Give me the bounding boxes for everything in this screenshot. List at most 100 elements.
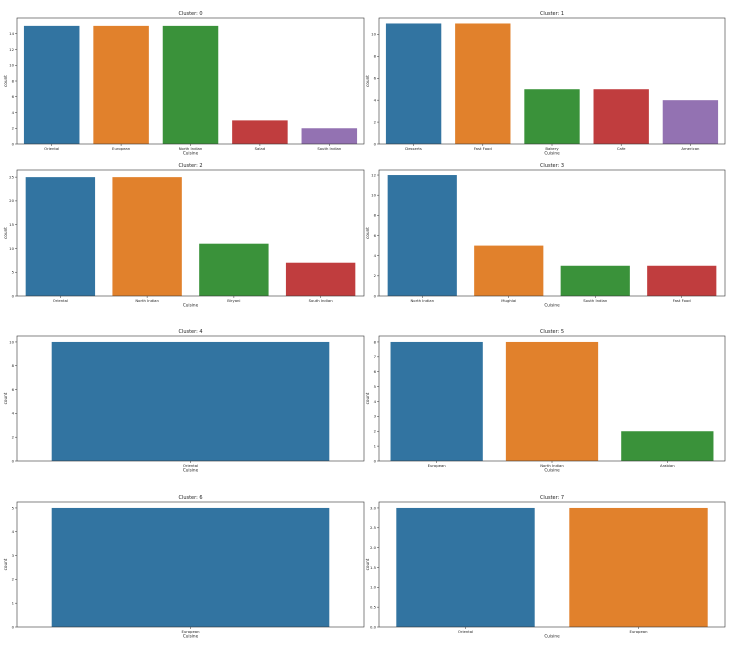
x-axis-label: Cuisine <box>544 303 560 308</box>
bar-south-indian <box>560 265 630 296</box>
x-tick-label: North Indian <box>179 146 203 151</box>
y-tick-label: 2.5 <box>370 525 377 530</box>
x-tick-label: American <box>681 146 700 151</box>
y-tick-label: 6 <box>374 233 377 238</box>
x-tick-label: Desserts <box>405 146 422 151</box>
bar-north-indian <box>162 25 219 144</box>
axes-frame <box>378 501 726 628</box>
y-tick-label: 2 <box>374 273 377 278</box>
bar-mughlai <box>474 245 544 296</box>
y-tick-label: 1.5 <box>370 565 377 570</box>
x-axis-label: Cuisine <box>183 634 199 639</box>
y-tick-label: 8 <box>12 363 15 368</box>
y-tick-label: 15 <box>9 222 14 227</box>
bar-fast-food <box>455 23 511 145</box>
y-tick-label: 4 <box>12 529 15 534</box>
chart-title: Cluster: 7 <box>540 495 564 501</box>
y-tick-label: 3.0 <box>370 505 377 510</box>
bar-european <box>390 341 483 461</box>
bar-north-indian <box>505 341 599 461</box>
y-tick-label: 2 <box>12 434 15 439</box>
x-axis-label: Cuisine <box>183 303 199 308</box>
y-axis-label: count <box>365 227 370 239</box>
x-tick-label: Oriental <box>458 629 473 634</box>
x-tick-label: South Indian <box>317 146 342 151</box>
y-tick-label: 0 <box>12 624 15 629</box>
y-tick-label: 6 <box>374 76 377 81</box>
bar-oriental <box>25 177 96 296</box>
y-axis-label: count <box>3 75 8 87</box>
y-tick-label: 0 <box>12 141 15 146</box>
x-axis-label: Cuisine <box>183 151 199 156</box>
y-tick-label: 3 <box>374 414 377 419</box>
x-tick-label: Bakery <box>545 146 559 151</box>
y-tick-label: 8 <box>374 54 377 59</box>
y-tick-label: 4 <box>12 411 15 416</box>
bar-european <box>51 507 330 627</box>
y-tick-label: 6 <box>374 369 377 374</box>
x-tick-label: North Indian <box>135 298 159 303</box>
chart-title: Cluster: 6 <box>178 495 202 501</box>
x-tick-label: European <box>181 629 200 634</box>
x-tick-label: Fast Food <box>673 298 692 303</box>
y-tick-label: 5 <box>12 270 15 275</box>
x-tick-label: Oriental <box>183 463 198 468</box>
y-tick-label: 4 <box>374 97 377 102</box>
y-tick-label: 10 <box>371 32 376 37</box>
y-axis-label: count <box>3 558 8 570</box>
bar-south-indian <box>301 128 358 144</box>
chart-title: Cluster: 0 <box>178 11 202 17</box>
y-tick-label: 0 <box>12 458 15 463</box>
chart-cluster-5: Cluster: 5 0 1 2 3 4 5 6 7 8 European North Indian A… <box>365 329 726 473</box>
chart-title: Cluster: 2 <box>178 163 202 169</box>
y-tick-label: 25 <box>9 174 14 179</box>
x-axis-label: Cuisine <box>544 634 560 639</box>
y-tick-label: 12 <box>9 47 14 52</box>
y-tick-label: 10 <box>371 193 376 198</box>
x-tick-label: Salad <box>255 146 266 151</box>
y-tick-label: 1 <box>12 600 15 605</box>
x-tick-label: Arabian <box>660 463 675 468</box>
y-tick-label: 0 <box>374 458 377 463</box>
y-tick-label: 10 <box>9 246 14 251</box>
bar-north-indian <box>112 177 182 296</box>
y-axis-label: count <box>365 558 370 570</box>
y-tick-label: 4 <box>12 110 15 115</box>
bar-salad <box>232 120 288 144</box>
y-tick-label: 5 <box>12 505 15 510</box>
chart-cluster-7: Cluster: 7 0.0 0.5 1.0 1.5 2.0 2.5 3.0 Oriental E… <box>365 495 726 639</box>
y-tick-label: 5 <box>374 384 377 389</box>
chart-title: Cluster: 3 <box>540 163 564 169</box>
bar-european <box>93 25 149 144</box>
y-tick-label: 1 <box>374 443 377 448</box>
x-tick-label: European <box>428 463 447 468</box>
y-tick-label: 2 <box>12 577 15 582</box>
y-axis-label: count <box>3 227 8 239</box>
y-axis-label: count <box>3 392 8 404</box>
x-axis-label: Cuisine <box>544 468 560 473</box>
y-tick-label: 8 <box>374 213 377 218</box>
y-tick-label: 0 <box>12 293 15 298</box>
axes-frame <box>378 169 726 297</box>
y-tick-label: 14 <box>9 31 14 36</box>
chart-cluster-1: Cluster: 1 0 2 4 6 8 10 Desserts Fast Food Bakery… <box>365 11 726 156</box>
y-tick-label: 2.0 <box>370 545 377 550</box>
y-tick-label: 1.0 <box>370 585 377 590</box>
x-axis-label: Cuisine <box>544 151 560 156</box>
bar-bakery <box>524 89 580 144</box>
chart-cluster-2: Cluster: 2 0 5 10 15 20 25 Oriental North Indian… <box>3 163 365 308</box>
y-tick-label: 0 <box>374 293 377 298</box>
y-tick-label: 2 <box>374 119 377 124</box>
y-tick-label: 12 <box>371 172 376 177</box>
y-axis-label: count <box>365 392 370 404</box>
bar-biryani <box>199 243 269 296</box>
chart-cluster-3: Cluster: 3 0 2 4 6 8 10 12 North Indian Mughlai So… <box>365 163 726 308</box>
bar-fast-food <box>647 265 717 296</box>
bar-oriental <box>23 25 80 144</box>
chart-title: Cluster: 1 <box>540 11 564 17</box>
bar-arabian <box>621 431 714 461</box>
y-tick-label: 4 <box>374 253 377 258</box>
